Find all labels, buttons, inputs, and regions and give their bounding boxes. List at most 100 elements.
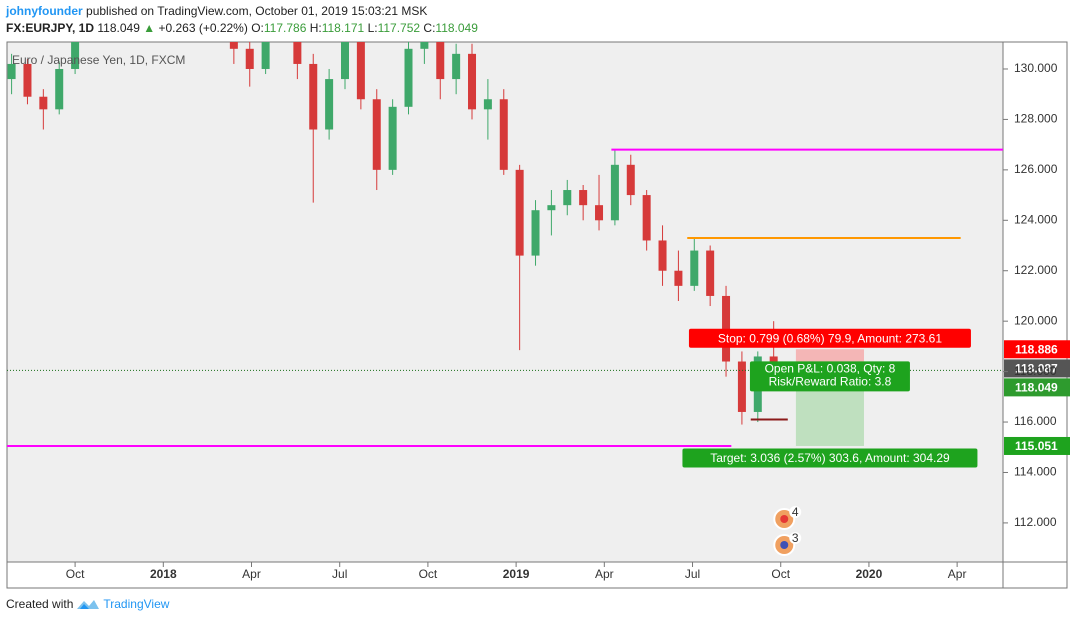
x-tick-label: Jul bbox=[332, 567, 347, 581]
header-line: johnyfounder published on TradingView.co… bbox=[6, 3, 478, 20]
candle-body bbox=[214, 0, 222, 29]
y-tick-label: 126.000 bbox=[1014, 162, 1058, 176]
stop-price-box bbox=[1004, 340, 1070, 359]
candle-body bbox=[658, 240, 667, 271]
candle-body bbox=[39, 96, 48, 110]
x-tick-label: Apr bbox=[595, 567, 614, 581]
candle-body bbox=[372, 99, 381, 170]
target-price-box bbox=[1004, 436, 1070, 455]
candle-body bbox=[325, 79, 334, 130]
candle-body bbox=[87, 3, 95, 31]
logo bbox=[77, 600, 100, 609]
arrow: ▲ bbox=[143, 21, 156, 35]
y-tick-label: 120.000 bbox=[1014, 313, 1058, 327]
candle-body bbox=[674, 270, 683, 286]
candle-body bbox=[499, 99, 508, 170]
candle-body bbox=[452, 53, 461, 80]
published: published on TradingView.com, October 01… bbox=[86, 4, 428, 18]
x-tick-label: Oct bbox=[66, 567, 85, 581]
x-tick-label: 2018 bbox=[150, 567, 177, 581]
author[interactable]: johnyfounder bbox=[6, 4, 83, 18]
legend: Euro / Japanese Yen, 1D, FXCM bbox=[12, 53, 185, 67]
y-tick-label: 122.000 bbox=[1014, 263, 1058, 277]
target-label-box bbox=[682, 448, 978, 468]
candle-body bbox=[706, 250, 715, 296]
event-count: 3 bbox=[792, 531, 799, 545]
candle-body bbox=[293, 42, 302, 64]
candle-body bbox=[245, 48, 254, 69]
header-line: FX:EURJPY, 1D 118.049 ▲ +0.263 (+0.22%) … bbox=[6, 20, 478, 37]
ohlc-value: 117.786 bbox=[263, 21, 307, 35]
overlay: Stop: 0.799 (0.68%) 79.9, Amount: 273.61… bbox=[682, 328, 1070, 556]
candle-body bbox=[277, 3, 285, 23]
price: 118.049 bbox=[97, 21, 140, 35]
ohlc-label: H: bbox=[309, 21, 322, 35]
candle-body bbox=[563, 190, 572, 206]
candle-body bbox=[547, 205, 556, 211]
candle-body bbox=[515, 169, 524, 256]
candle-body bbox=[531, 210, 540, 256]
candle-body bbox=[388, 106, 397, 170]
candle-body bbox=[737, 361, 746, 412]
candle-body bbox=[261, 42, 270, 69]
candle-body bbox=[404, 48, 413, 107]
symbol: FX:EURJPY, 1D bbox=[6, 21, 95, 35]
pnl-box bbox=[749, 361, 910, 392]
event-badge bbox=[789, 532, 802, 544]
x-tick-label: Apr bbox=[242, 567, 261, 581]
y-tick-label: 116.000 bbox=[1014, 414, 1057, 428]
candle-body bbox=[468, 53, 477, 110]
ohlc: O:117.786 H:118.171 L:117.752 C:118.049 bbox=[251, 21, 478, 35]
event-dot bbox=[780, 541, 789, 549]
x-tick-label: Oct bbox=[419, 567, 438, 581]
y-tick-label: 128.000 bbox=[1014, 112, 1058, 126]
brand[interactable]: TradingView bbox=[103, 597, 170, 611]
stop-label: Stop: 0.799 (0.68%) 79.9, Amount: 273.61 bbox=[718, 331, 942, 345]
rr-label: Risk/Reward Ratio: 3.8 bbox=[769, 375, 892, 389]
event-badge bbox=[789, 506, 802, 518]
ohlc-label: C: bbox=[423, 21, 436, 35]
candle-body bbox=[356, 42, 365, 100]
stop-label-box bbox=[688, 328, 971, 348]
candle-body bbox=[103, 0, 111, 3]
footer: Created with TradingView bbox=[6, 597, 169, 611]
candle-body bbox=[722, 295, 731, 362]
ohlc-value: 117.752 bbox=[377, 21, 421, 35]
ohlc-label: O: bbox=[251, 21, 264, 35]
candle-body bbox=[690, 250, 699, 286]
candle-body bbox=[7, 63, 16, 80]
frame bbox=[6, 41, 1068, 589]
event-count: 4 bbox=[792, 505, 799, 519]
y-tick-label: 118.000 bbox=[1014, 364, 1057, 378]
candle-body bbox=[595, 205, 604, 221]
x-tick-label: Oct bbox=[771, 567, 790, 581]
x-tick-label: 2020 bbox=[856, 567, 883, 581]
target-price: 115.051 bbox=[1015, 439, 1058, 453]
candle-body bbox=[23, 63, 32, 97]
y-tick-label: 130.000 bbox=[1014, 61, 1058, 75]
candle-body bbox=[579, 190, 588, 206]
current-price: 118.049 bbox=[1015, 381, 1058, 395]
candle-body bbox=[610, 164, 619, 221]
y-tick-label: 114.000 bbox=[1014, 465, 1057, 479]
ohlc-value: 118.049 bbox=[435, 21, 478, 35]
y-tick-label: 112.000 bbox=[1014, 515, 1057, 529]
ohlc-label: L: bbox=[367, 21, 378, 35]
candle-body bbox=[626, 164, 635, 196]
candle-body bbox=[71, 42, 80, 69]
entry-price-box bbox=[1004, 359, 1070, 378]
entry-price: 118.087 bbox=[1015, 362, 1058, 376]
y-tick-label: 124.000 bbox=[1014, 212, 1058, 226]
ohlc-value: 118.171 bbox=[321, 21, 365, 35]
current-price-box bbox=[1004, 378, 1070, 397]
candle-body bbox=[483, 99, 492, 110]
candle-body bbox=[420, 42, 429, 49]
candle-body bbox=[642, 195, 651, 241]
x-tick-label: 2019 bbox=[503, 567, 530, 581]
candle-body bbox=[436, 42, 445, 80]
x-tick-label: Jul bbox=[685, 567, 700, 581]
candle-body bbox=[229, 42, 238, 49]
candle-body bbox=[309, 63, 318, 130]
chart: Euro / Japanese Yen, 1D, FXCM Stop: 0.79… bbox=[6, 0, 1070, 589]
